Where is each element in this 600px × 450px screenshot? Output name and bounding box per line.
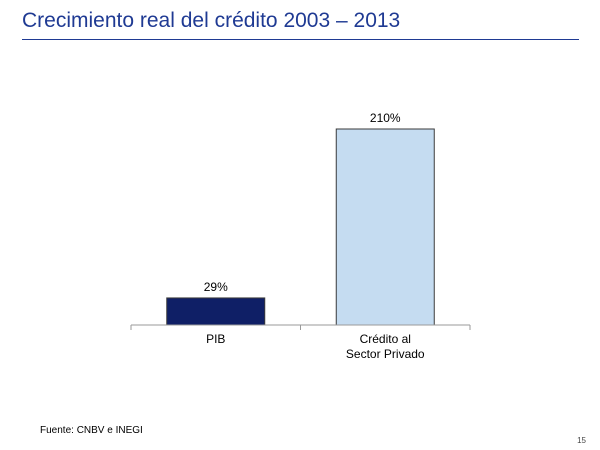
bar-1 [166,297,266,326]
bar-2 [335,128,435,326]
title-divider [22,39,579,40]
source-note: Fuente: CNBV e INEGI [40,425,143,436]
category-label-1: PIB [206,332,225,346]
category-label-1-line-1: PIB [206,332,225,346]
category-label-2: Crédito al Sector Privado [346,332,425,361]
slide-title: Crecimiento real del crédito 2003 – 2013 [22,9,401,32]
category-label-2-line-2: Sector Privado [346,347,425,361]
page-number: 15 [577,436,586,445]
data-label-1: 29% [204,280,228,294]
data-label-2: 210% [370,111,401,125]
category-label-2-line-1: Crédito al [360,332,411,346]
